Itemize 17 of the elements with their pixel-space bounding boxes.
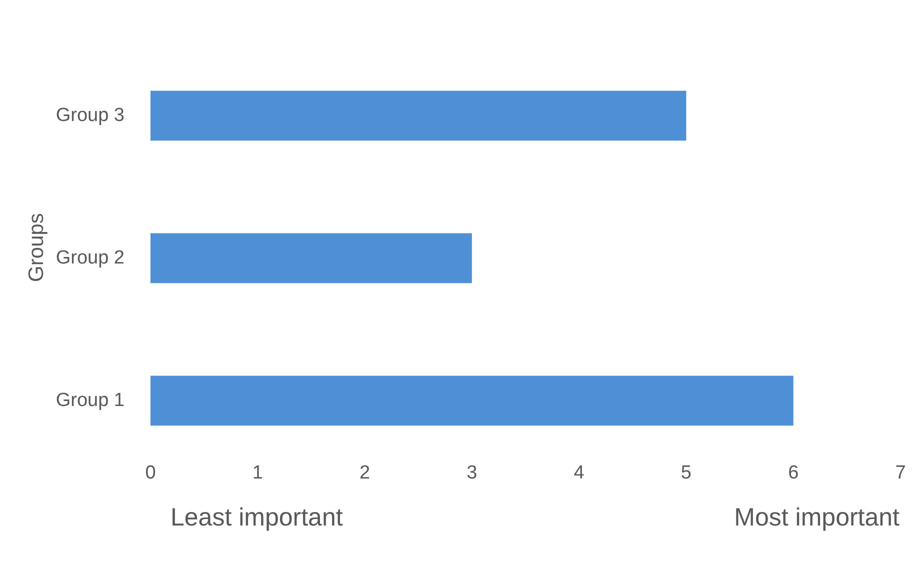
x-tick-label: 5: [680, 462, 692, 484]
x-tick-label: 0: [145, 462, 156, 484]
x-tick-label: 4: [574, 462, 585, 484]
text: Most important: [734, 504, 900, 532]
y-axis-title: Groups: [24, 213, 48, 282]
x-tick-label: 7: [895, 462, 906, 484]
x-tick-label: 2: [360, 462, 370, 484]
text: Least important: [170, 504, 343, 532]
x-tick-label: 1: [252, 462, 263, 484]
y-tick-label: Group 1: [56, 390, 125, 412]
x-tick-label: 3: [466, 462, 478, 484]
bar: [150, 233, 472, 284]
y-tick-label: Group 2: [56, 248, 125, 269]
bar: [150, 90, 686, 141]
y-tick-label: Group 3: [56, 105, 125, 126]
x-tick-label: 6: [788, 462, 799, 484]
bar: [150, 376, 794, 426]
